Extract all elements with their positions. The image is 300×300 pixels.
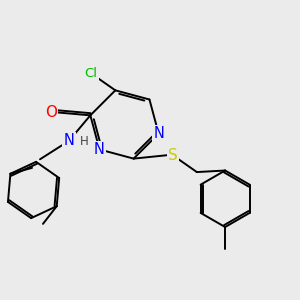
Text: Cl: Cl — [85, 67, 98, 80]
Text: N: N — [94, 142, 105, 157]
Text: O: O — [45, 105, 57, 120]
Text: N: N — [153, 126, 164, 141]
Text: H: H — [80, 135, 88, 148]
Text: S: S — [168, 148, 178, 163]
Text: N: N — [64, 134, 74, 148]
